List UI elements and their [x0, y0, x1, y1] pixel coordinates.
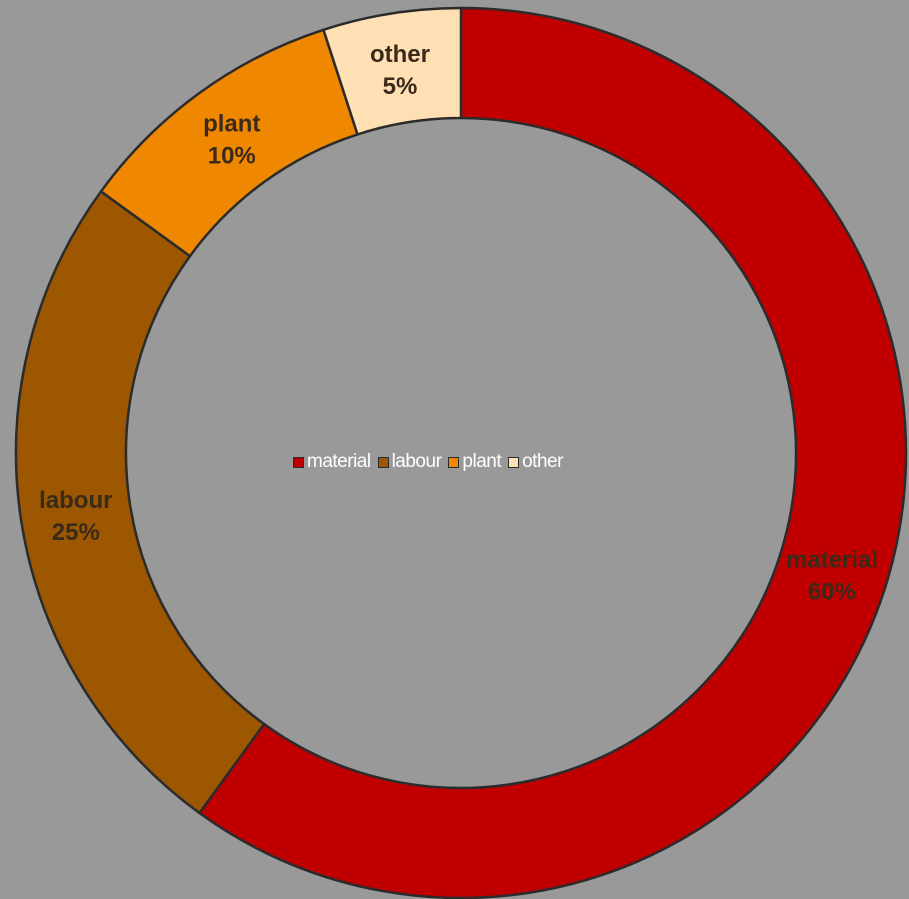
slice-value-labour: 25% [52, 519, 100, 546]
slice-value-other: 5% [383, 73, 418, 100]
slice-label-other: other [370, 41, 430, 68]
legend-label-other: other [522, 451, 563, 472]
slice-value-plant: 10% [208, 142, 256, 169]
slice-label-labour: labour [39, 487, 112, 514]
legend-swatch-other [508, 456, 520, 468]
slice-labour [14, 189, 266, 815]
legend-item-material: material [293, 451, 371, 473]
legend-swatch-labour [377, 456, 389, 468]
legend-item-plant: plant [448, 451, 502, 473]
legend-swatch-material [293, 456, 304, 468]
slice-material [197, 6, 908, 899]
legend-label-labour: labour [391, 451, 442, 472]
slice-value-material: 60% [808, 579, 856, 606]
legend-swatch-plant [448, 456, 460, 468]
slice-label-material: material [786, 547, 878, 574]
legend-item-other: other [508, 451, 563, 473]
slice-label-plant: plant [203, 110, 260, 137]
legend-item-labour: labour [377, 451, 442, 473]
legend-label-plant: plant [462, 451, 502, 472]
legend-label-material: material [307, 451, 371, 472]
chart-legend: material labour plant other [293, 451, 570, 473]
slice-other [321, 6, 463, 136]
